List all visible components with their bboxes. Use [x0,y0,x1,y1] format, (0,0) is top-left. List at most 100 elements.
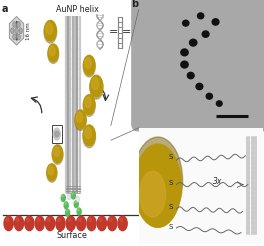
Ellipse shape [16,218,19,222]
Ellipse shape [25,216,34,231]
Ellipse shape [83,95,95,114]
Ellipse shape [66,210,68,212]
Ellipse shape [66,209,70,216]
Ellipse shape [17,22,20,28]
Ellipse shape [181,49,188,56]
Ellipse shape [57,135,58,137]
Ellipse shape [19,28,22,34]
Ellipse shape [72,193,73,195]
Ellipse shape [133,137,183,224]
Ellipse shape [15,216,23,231]
Ellipse shape [53,128,60,140]
Ellipse shape [11,28,14,34]
Text: =: = [122,28,131,37]
Ellipse shape [46,23,53,34]
Ellipse shape [190,39,197,46]
Ellipse shape [78,209,79,211]
Ellipse shape [71,192,76,199]
Ellipse shape [52,146,63,164]
Ellipse shape [75,111,86,131]
Ellipse shape [83,96,95,116]
Ellipse shape [66,216,76,231]
Ellipse shape [27,218,29,222]
Ellipse shape [61,195,65,201]
Ellipse shape [48,166,54,175]
Ellipse shape [6,218,9,222]
Ellipse shape [64,202,68,209]
Ellipse shape [183,20,189,26]
Ellipse shape [202,31,209,37]
Ellipse shape [99,218,102,222]
Ellipse shape [47,165,57,182]
Ellipse shape [212,19,219,25]
Ellipse shape [78,218,81,222]
Ellipse shape [15,28,18,34]
Ellipse shape [216,101,222,106]
Ellipse shape [196,83,203,90]
Text: 16 nm: 16 nm [26,22,31,40]
Ellipse shape [77,216,86,231]
Text: AuNP helix: AuNP helix [56,5,99,14]
Ellipse shape [89,218,92,222]
Ellipse shape [44,21,57,43]
Ellipse shape [76,196,79,202]
Ellipse shape [75,202,76,203]
Ellipse shape [83,126,96,148]
Ellipse shape [54,147,59,157]
Ellipse shape [90,76,103,99]
Ellipse shape [83,125,95,146]
Ellipse shape [55,131,56,133]
Ellipse shape [206,93,213,99]
Ellipse shape [35,216,44,231]
Ellipse shape [85,127,91,139]
Ellipse shape [57,131,58,133]
Ellipse shape [187,72,194,79]
Ellipse shape [140,171,166,217]
Ellipse shape [92,78,99,90]
Ellipse shape [68,218,71,222]
Ellipse shape [75,110,86,129]
Ellipse shape [108,216,117,231]
Ellipse shape [74,201,78,208]
Text: b: b [131,0,138,9]
Ellipse shape [55,135,56,137]
Ellipse shape [58,133,59,135]
Ellipse shape [120,218,122,222]
Ellipse shape [48,45,59,63]
Ellipse shape [48,44,58,62]
FancyBboxPatch shape [134,123,264,246]
Ellipse shape [37,218,40,222]
Ellipse shape [49,46,55,56]
Ellipse shape [197,13,204,19]
FancyBboxPatch shape [131,0,264,132]
Ellipse shape [87,216,96,231]
Ellipse shape [44,20,56,41]
Text: S: S [168,154,172,160]
Ellipse shape [65,203,66,204]
Ellipse shape [52,145,63,163]
Ellipse shape [45,216,55,231]
Ellipse shape [56,216,65,231]
Ellipse shape [181,61,188,68]
Ellipse shape [58,218,60,222]
Ellipse shape [118,216,127,231]
Ellipse shape [83,56,95,77]
Ellipse shape [67,194,71,200]
Text: 3x: 3x [213,177,223,185]
Ellipse shape [85,97,91,108]
Ellipse shape [97,216,106,231]
Ellipse shape [83,55,95,75]
Ellipse shape [4,216,13,231]
Text: S: S [168,204,172,210]
Text: a: a [1,4,8,14]
Ellipse shape [90,75,103,97]
Text: S: S [168,224,172,230]
Ellipse shape [77,112,82,123]
Polygon shape [9,16,24,45]
Text: =: = [109,28,118,37]
Ellipse shape [134,144,181,227]
Ellipse shape [110,218,112,222]
Ellipse shape [47,218,50,222]
Ellipse shape [13,22,16,28]
Ellipse shape [54,133,56,135]
